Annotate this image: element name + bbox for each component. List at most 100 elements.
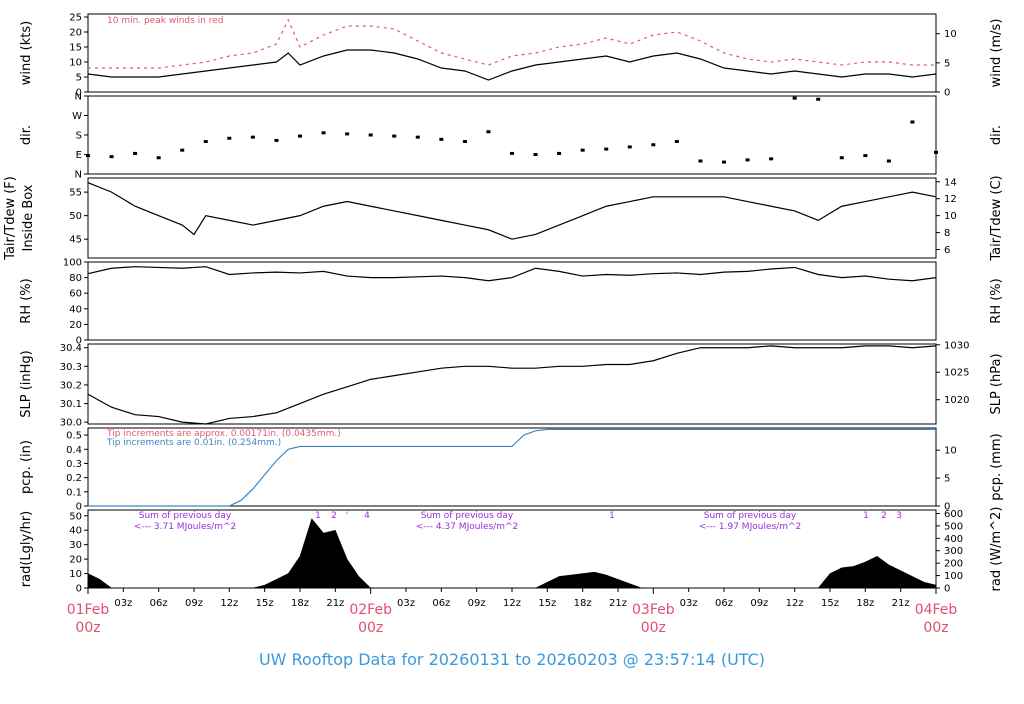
ytick-label-right: 5: [944, 474, 950, 485]
xtick-label: 09z: [185, 598, 203, 609]
dir-point: [698, 159, 703, 163]
dir-point: [133, 151, 138, 155]
ytick-label-left: 0: [76, 584, 82, 595]
xtick-label: 12z: [786, 598, 804, 609]
xtick-label: 03z: [680, 598, 698, 609]
chart-title: UW Rooftop Data for 20260131 to 20260203…: [259, 650, 765, 669]
ytick-label-left: 30.3: [60, 362, 82, 373]
xtick-label: 06z: [150, 598, 168, 609]
ytick-label-left: 45: [69, 235, 82, 246]
ytick-label-right: 0: [944, 502, 950, 513]
ytick-label-left: 20: [69, 555, 82, 566]
ytick-label-left: 50: [69, 211, 82, 222]
dir-point: [533, 153, 538, 156]
xtick-label: 15z: [821, 598, 839, 609]
dir-point: [86, 154, 90, 158]
ylabel-right: dir.: [989, 125, 1004, 145]
dir-point: [792, 96, 797, 100]
dir-point: [203, 140, 208, 143]
panel-frame-dir: [87, 95, 937, 175]
rad-sum-label: Sum of previous day: [139, 511, 232, 521]
ytick-label-right: 1020: [944, 395, 969, 406]
ytick-label-left: 0.4: [66, 445, 82, 456]
ytick-label-right: 1030: [944, 340, 969, 351]
rad-sum-label: Sum of previous day: [421, 511, 514, 521]
panel-rh: 0 20 40 60 80 100 RH (%) RH (%): [19, 258, 1004, 347]
dir-point: [674, 140, 679, 143]
xtick-label: 18z: [574, 598, 592, 609]
ylabel-right: RH (%): [989, 278, 1004, 323]
rad-marker: 2: [331, 511, 337, 521]
ytick-label-right: 5: [944, 58, 950, 69]
dir-point: [557, 151, 562, 155]
ylabel-left: dir.: [19, 125, 34, 145]
dir-point: [769, 157, 774, 161]
ytick-label-left: 40: [69, 304, 82, 315]
series-line-temp: [87, 182, 937, 240]
ytick-label-left: N: [75, 170, 82, 181]
peak-wind-line: [88, 18, 936, 69]
dir-point: [415, 135, 420, 139]
ytick-label-left: 30.2: [60, 380, 82, 391]
ytick-label-right: 0: [944, 584, 950, 595]
ylabel-right: SLP (hPa): [989, 353, 1004, 414]
ytick-label-left: 0: [76, 88, 82, 99]
ytick-label-left: 15: [69, 43, 82, 54]
dir-point: [910, 120, 915, 124]
ytick-label-left: 0.3: [66, 459, 82, 470]
ytick-label-left: 10: [69, 569, 82, 580]
dir-point: [580, 148, 585, 152]
ylabel-right: wind (m/s): [989, 19, 1004, 88]
series-line-slp: [87, 345, 937, 425]
rad-sum-value: <--- 4.37 MJoules/m^2: [416, 522, 518, 532]
ytick-label-left: 50: [69, 511, 82, 522]
xtick-label: 03z: [114, 598, 132, 609]
xtick-label: 15z: [256, 598, 274, 609]
ytick-label-left: 30: [69, 540, 82, 551]
ylabel-right: rad (W/m^2): [989, 507, 1004, 592]
dir-point: [863, 154, 868, 158]
panel-wind: 0 5 10 15 20 25 0 5 10 wind (kts) wind (m/s) 10 min…: [19, 13, 1004, 99]
ytick-label-left: N: [75, 92, 82, 103]
ylabel-left: SLP (inHg): [19, 350, 34, 418]
rad-marker: 1: [863, 511, 869, 521]
dir-point: [886, 159, 891, 163]
series-line-wind: [87, 49, 937, 81]
ytick-label-left: 25: [69, 13, 82, 24]
dir-point: [298, 134, 302, 138]
dir-point: [250, 135, 255, 139]
dir-point: [510, 151, 514, 155]
xtick-label: 18z: [856, 598, 874, 609]
xtick-label: 09z: [750, 598, 768, 609]
ytick-label-right: 600: [944, 509, 963, 520]
panel-pcp: 0 0.1 0.2 0.3 0.4 0.5 0 5 10 pcp. (in) pcp. (mm) Ti…: [19, 427, 1004, 513]
ytick-label-right: 10: [944, 29, 957, 40]
dir-point: [439, 137, 444, 141]
panel-frame-temp: [87, 177, 937, 259]
panel-rad: 010203040500100200300400500600rad(Lgly/h…: [19, 507, 1004, 595]
dir-point: [486, 130, 491, 134]
ytick-label-left: 80: [69, 273, 82, 284]
date-label-hour: 00z: [358, 620, 383, 636]
xtick-label: 15z: [538, 598, 556, 609]
ylabel-left: pcp. (in): [19, 440, 34, 494]
rad-sum-value: <--- 3.71 MJoules/m^2: [134, 522, 236, 532]
xtick-label: 21z: [609, 598, 627, 609]
ytick-label-right: 400: [944, 534, 963, 545]
dir-point: [651, 143, 656, 147]
panel-frame-rh: [87, 261, 937, 341]
ytick-label-left: 0: [76, 336, 82, 347]
ytick-label-left: 30.1: [60, 399, 82, 410]
xtick-label: 09z: [468, 598, 486, 609]
dir-point: [627, 145, 632, 149]
xtick-label: 06z: [715, 598, 733, 609]
ytick-label-right: 100: [944, 571, 963, 582]
dir-point: [816, 97, 821, 101]
xtick-label: 03z: [397, 598, 415, 609]
ylabel-right: Tair/Tdew (C): [989, 175, 1004, 261]
ylabel-left: RH (%): [19, 278, 34, 323]
rad-marker: 2: [881, 511, 887, 521]
dir-point: [109, 155, 114, 159]
